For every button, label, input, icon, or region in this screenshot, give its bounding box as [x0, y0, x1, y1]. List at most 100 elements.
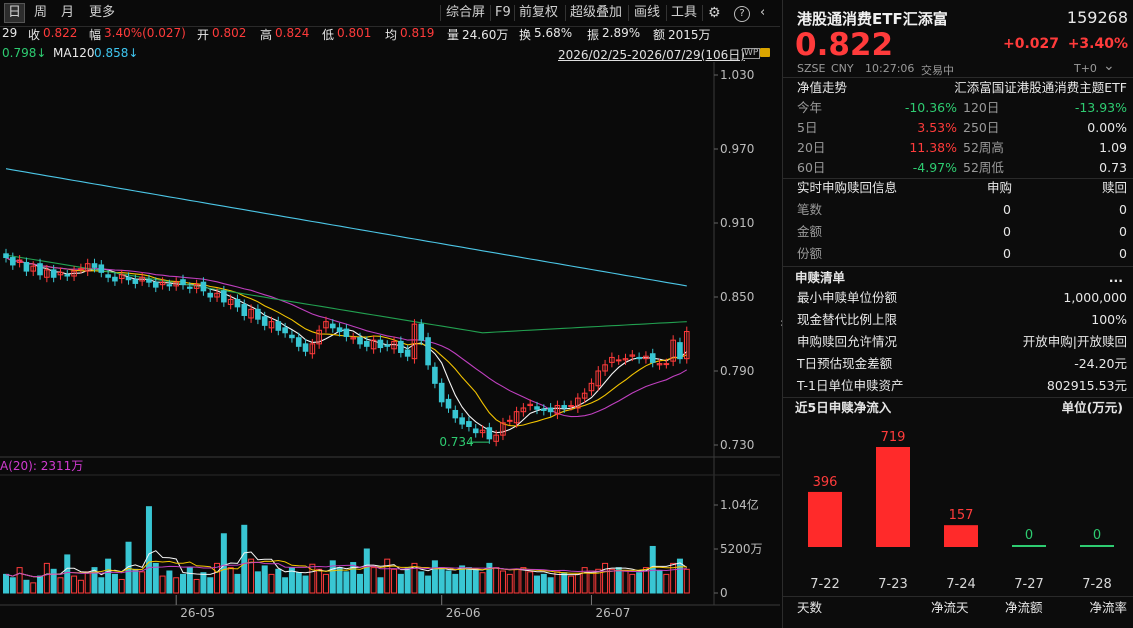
candle-body	[78, 268, 84, 271]
perf-row: 5日 3.53% 250日 0.00%	[797, 118, 1127, 138]
help-icon[interactable]: ?	[734, 6, 750, 22]
volume-bar	[132, 568, 139, 594]
period-month-tab[interactable]: 月	[61, 5, 75, 20]
flow-value: 719	[881, 430, 906, 445]
candle-body	[425, 337, 431, 366]
price-tick-label: 0.910	[720, 216, 754, 230]
flow-title: 近5日申赎净流入	[795, 400, 892, 415]
volume-bar	[602, 562, 609, 594]
open-label: 开	[197, 28, 210, 42]
list-value: 100%	[1091, 312, 1127, 327]
perf-value: -10.36%	[904, 100, 957, 115]
fund-name: 港股通消费ETF汇添富	[797, 10, 948, 28]
volume-bar	[642, 567, 649, 594]
volume-bar	[37, 575, 44, 594]
perf-label: 5日	[797, 120, 818, 135]
divider	[783, 266, 1133, 267]
list-row: T-1日单位申赎资产 802915.53元	[797, 376, 1127, 396]
period-day-tab[interactable]: 日	[4, 3, 26, 23]
wp-icon[interactable]: WP	[742, 48, 761, 59]
flow-unit: 单位(万元)	[1061, 400, 1123, 415]
volume-bar	[193, 578, 200, 594]
volume-bar	[540, 573, 547, 594]
ma20-line	[5, 257, 688, 418]
volume-bar	[527, 571, 534, 594]
adjust-button[interactable]: 前复权	[519, 5, 559, 20]
volume-bar	[254, 571, 261, 594]
amp-label: 幅	[89, 28, 102, 42]
date-range[interactable]: 2026/02/25-2026/07/29(106日)	[558, 48, 745, 62]
amount-label: 额	[653, 28, 666, 42]
candle-body	[568, 405, 574, 408]
divider	[490, 5, 491, 21]
tools-button[interactable]: 工具	[671, 5, 698, 20]
candle-body	[609, 356, 615, 363]
list-value: 802915.53元	[1046, 378, 1127, 393]
candle-body	[3, 253, 9, 259]
volume-bar	[350, 562, 357, 594]
candle-body	[398, 340, 404, 353]
subscribe-value: 0	[1003, 224, 1011, 239]
low-label: 低	[322, 28, 335, 42]
swing-label: 振	[587, 28, 600, 42]
candle-body	[16, 259, 23, 263]
list-value: -24.20元	[1074, 356, 1127, 371]
flow-bar	[876, 447, 910, 547]
overlay-button[interactable]: 超级叠加	[570, 5, 623, 20]
volume-bar	[111, 573, 118, 594]
candle-body	[364, 340, 370, 347]
candle-body	[44, 269, 50, 278]
volume-bar	[465, 567, 472, 594]
volume-bar	[329, 560, 336, 594]
volume-bar	[220, 533, 227, 594]
realtime-row: 笔数 0 0	[797, 200, 1127, 220]
volume-bar	[574, 573, 581, 594]
gear-icon[interactable]: ⚙	[708, 5, 721, 21]
flow-value: 0	[1025, 528, 1033, 543]
volume-bar	[316, 568, 323, 594]
currency: CNY	[831, 62, 854, 75]
candle-body	[527, 403, 533, 407]
collapse-chevron-icon[interactable]: ‹	[760, 5, 766, 20]
kline-chart[interactable]: 0.734 1.030 0.970 0.910 0.850 0.790 0.730 A(20…	[0, 0, 780, 628]
candle-body	[125, 276, 132, 281]
col-days: 天数	[797, 600, 823, 615]
volume-bar	[520, 567, 527, 594]
perf-row: 今年 -10.36% 120日 -13.93%	[797, 98, 1127, 118]
volume-bar	[139, 571, 146, 594]
volume-bar	[145, 506, 152, 594]
candle-body	[241, 303, 248, 316]
volume-bar	[363, 548, 370, 594]
nav-row[interactable]: 净值走势 汇添富国证港股通消费主题ETF	[797, 78, 1127, 98]
price-change: +0.027	[1003, 36, 1060, 52]
draw-line-button[interactable]: 画线	[634, 5, 661, 20]
nav-title: 净值走势	[797, 80, 848, 95]
change-value: 3.40%(0.027)	[104, 26, 186, 40]
volume-bar	[377, 577, 384, 594]
chevron-down-icon[interactable]: ⌄	[1103, 58, 1115, 74]
low-value: 0.801	[337, 26, 372, 40]
price-tick-label: 0.790	[720, 364, 754, 378]
list-label: 申购赎回允许情况	[797, 334, 898, 349]
volume-bar	[588, 570, 595, 594]
candle-body	[289, 334, 295, 339]
period-more-tab[interactable]: 更多	[89, 5, 116, 20]
f9-button[interactable]: F9	[495, 5, 511, 20]
redeem-value: 0	[1119, 246, 1127, 261]
more-button[interactable]: ...	[1108, 270, 1123, 285]
candle-body	[472, 428, 479, 434]
avg-value: 0.819	[400, 26, 435, 40]
lock-icon[interactable]	[760, 48, 770, 57]
volume-bar	[234, 573, 241, 594]
high-value: 0.824	[275, 26, 310, 40]
candle-body	[670, 339, 676, 362]
perf-label: 今年	[797, 100, 823, 115]
low-marker-label: 0.734	[439, 435, 473, 449]
candle-body	[541, 408, 547, 411]
market-code: SZSE	[797, 62, 826, 75]
period-week-tab[interactable]: 周	[34, 5, 48, 20]
flow-date: 7-24	[946, 577, 976, 592]
volume-bar	[227, 567, 234, 594]
composite-screen-button[interactable]: 综合屏	[446, 5, 486, 20]
volume-bar	[397, 573, 404, 594]
